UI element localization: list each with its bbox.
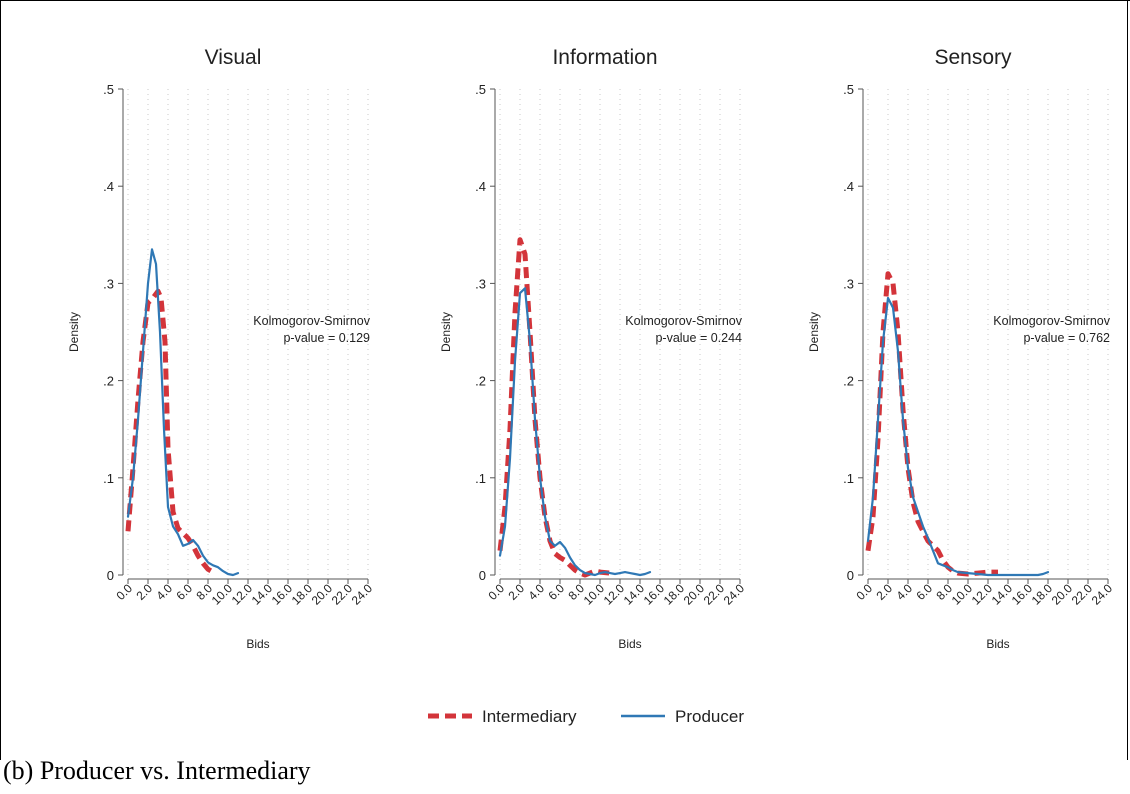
figure-caption: (b) Producer vs. Intermediary bbox=[3, 756, 311, 785]
x-tick-label: 4.0 bbox=[893, 581, 915, 603]
y-tick-label: 0 bbox=[479, 568, 486, 583]
y-tick-label: .2 bbox=[475, 374, 486, 389]
annotation-line: Kolmogorov-Smirnov bbox=[625, 314, 742, 328]
y-tick-label: .5 bbox=[843, 82, 854, 97]
annotation-line: p-value = 0.762 bbox=[1023, 331, 1110, 345]
x-tick-label: 6.0 bbox=[913, 581, 935, 603]
y-axis-label: Density bbox=[67, 312, 81, 352]
series-line-intermediary bbox=[497, 237, 611, 578]
y-tick-label: .1 bbox=[843, 471, 854, 486]
series-line-intermediary bbox=[865, 271, 998, 577]
y-tick-label: 0 bbox=[847, 568, 854, 583]
annotation-line: p-value = 0.244 bbox=[655, 331, 742, 345]
y-tick-label: 0 bbox=[107, 568, 114, 583]
chart-title: Visual bbox=[205, 46, 262, 69]
chart-title: Sensory bbox=[934, 46, 1012, 69]
x-tick-label: 6.0 bbox=[173, 581, 195, 603]
x-axis-label: Bids bbox=[246, 637, 269, 651]
x-tick-label: 4.0 bbox=[525, 581, 547, 603]
series-line-producer bbox=[866, 296, 1050, 577]
series-line-intermediary bbox=[125, 288, 215, 575]
series-line-producer bbox=[126, 248, 240, 577]
x-tick-label: 2.0 bbox=[505, 581, 527, 603]
x-tick-label: 0.0 bbox=[485, 581, 507, 603]
legend-label-intermediary: Intermediary bbox=[482, 707, 577, 726]
legend: Intermediary Producer bbox=[428, 707, 744, 726]
x-tick-label: 2.0 bbox=[873, 581, 895, 603]
border-top bbox=[0, 0, 1130, 1]
y-axis-label: Density bbox=[439, 312, 453, 352]
panel-visual: 0.1.2.3.4.50.02.04.06.08.010.012.014.016… bbox=[67, 46, 375, 651]
x-tick-label: 24.0 bbox=[349, 581, 376, 608]
y-tick-label: .1 bbox=[475, 471, 486, 486]
panel-information: 0.1.2.3.4.50.02.04.06.08.010.012.014.016… bbox=[439, 46, 747, 651]
panel-sensory: 0.1.2.3.4.50.02.04.06.08.010.012.014.016… bbox=[807, 46, 1115, 651]
y-tick-label: .5 bbox=[103, 82, 114, 97]
x-axis-label: Bids bbox=[986, 637, 1009, 651]
y-tick-label: .4 bbox=[475, 179, 486, 194]
border-right bbox=[1127, 0, 1128, 760]
y-tick-label: .2 bbox=[103, 374, 114, 389]
x-tick-label: 24.0 bbox=[1089, 581, 1116, 608]
x-tick-label: 0.0 bbox=[853, 581, 875, 603]
border-left bbox=[0, 0, 1, 760]
chart-title: Information bbox=[552, 46, 657, 69]
annotation-line: Kolmogorov-Smirnov bbox=[993, 314, 1110, 328]
series-line-producer bbox=[498, 287, 652, 577]
y-tick-label: .4 bbox=[843, 179, 854, 194]
chart-canvas: 0.1.2.3.4.50.02.04.06.08.010.012.014.016… bbox=[67, 46, 1115, 726]
x-axis-label: Bids bbox=[618, 637, 641, 651]
y-tick-label: .1 bbox=[103, 471, 114, 486]
annotation-line: p-value = 0.129 bbox=[283, 331, 370, 345]
y-tick-label: .5 bbox=[475, 82, 486, 97]
x-tick-label: 4.0 bbox=[153, 581, 175, 603]
y-tick-label: .2 bbox=[843, 374, 854, 389]
y-tick-label: .4 bbox=[103, 179, 114, 194]
x-tick-label: 0.0 bbox=[113, 581, 135, 603]
legend-label-producer: Producer bbox=[675, 707, 744, 726]
y-tick-label: .3 bbox=[475, 276, 486, 291]
y-axis-label: Density bbox=[807, 312, 821, 352]
y-tick-label: .3 bbox=[843, 276, 854, 291]
x-tick-label: 24.0 bbox=[721, 581, 748, 608]
y-tick-label: .3 bbox=[103, 276, 114, 291]
annotation-line: Kolmogorov-Smirnov bbox=[253, 314, 370, 328]
x-tick-label: 2.0 bbox=[133, 581, 155, 603]
x-tick-label: 6.0 bbox=[545, 581, 567, 603]
